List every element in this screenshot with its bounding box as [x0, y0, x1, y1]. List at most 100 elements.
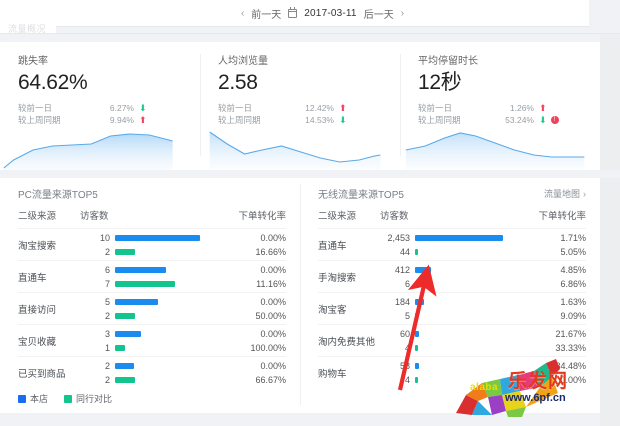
peer-rate: 50.00%: [255, 310, 286, 321]
row-bars: 2 2: [80, 359, 206, 387]
table-row[interactable]: 直通车 2,453 44 1.71% 5.05%: [318, 228, 586, 260]
arrow-down-icon: ⬇: [539, 114, 547, 125]
traffic-map-label: 流量地图: [543, 189, 580, 199]
bar-self: 5: [80, 295, 206, 309]
prev-day-chevron-icon[interactable]: ‹: [240, 7, 245, 19]
table-row[interactable]: 淘宝客 184 5 1.63% 9.09%: [318, 292, 586, 324]
metric-title: 跳失率: [18, 56, 48, 67]
self-rate: 4.85%: [560, 264, 586, 275]
compare-value: 9.94%: [109, 115, 134, 126]
bar-fill-self: [415, 298, 424, 305]
row-bars: 10 2: [80, 231, 206, 259]
compare-value: 14.53%: [305, 115, 334, 126]
bar-self: 2: [80, 359, 206, 373]
prev-day-button[interactable]: 前一天: [251, 9, 282, 21]
metric-title: 人均浏览量: [218, 56, 268, 67]
peer-rate: 0.00%: [560, 374, 586, 385]
row-rates: 0.00% 66.67%: [206, 359, 286, 387]
self-visits: 5: [104, 296, 110, 307]
peer-rate: 6.86%: [560, 278, 586, 289]
metric-card-avg-stay-duration[interactable]: 平均停留时长 12秒 较前一日 1.26% ⬆ 较上周同期 53.24% ⬇ !: [400, 42, 600, 170]
peer-visits: 6: [404, 278, 410, 289]
peer-visits: 44: [399, 246, 410, 257]
row-bars: 3 1: [80, 327, 206, 355]
bar-self: 2,453: [380, 231, 506, 245]
traffic-source-panels: PC流量来源TOP5 二级来源 访客数 下单转化率 淘宝搜索 10 2: [0, 178, 600, 413]
traffic-map-link[interactable]: 流量地图 ›: [544, 187, 586, 200]
legend-label: 同行对比: [76, 394, 113, 404]
cards-gap: [0, 170, 620, 178]
self-visits: 184: [394, 296, 410, 307]
bar-peer: 1: [80, 341, 206, 355]
bar-peer: 4: [380, 341, 506, 355]
self-rate: 0.00%: [260, 296, 286, 307]
row-bars: 2,453 44: [380, 231, 506, 259]
compare-row-week: 较上周同期 9.94% ⬆: [18, 114, 200, 126]
bar-fill-self: [415, 362, 419, 369]
metric-title: 平均停留时长: [418, 56, 478, 67]
self-visits: 60: [399, 328, 410, 339]
selected-date[interactable]: 2017-03-11: [304, 7, 357, 19]
self-rate: 0.00%: [260, 232, 286, 243]
row-source-name: 直通车: [318, 240, 347, 252]
bar-peer: 2: [80, 309, 206, 323]
column-header-rate: 下单转化率: [538, 211, 586, 222]
table-row[interactable]: 淘内免费其他 60 4 21.67% 33.33%: [318, 324, 586, 356]
panel-header: PC流量来源TOP5: [18, 186, 286, 201]
self-rate: 0.00%: [260, 328, 286, 339]
table-row[interactable]: 宝贝收藏 3 1 0.00% 100.00%: [18, 324, 286, 356]
peer-rate: 9.09%: [560, 310, 586, 321]
compare-row-prev-day: 较前一日 1.26% ⬆: [418, 102, 600, 114]
compare-row-week: 较上周同期 14.53% ⬇: [218, 114, 400, 126]
compare-label: 较前一日: [18, 103, 53, 114]
peer-rate: 5.05%: [560, 246, 586, 257]
column-header-name: 二级来源: [18, 211, 57, 222]
table-row[interactable]: 已买到商品 2 2 0.00% 66.67%: [18, 356, 286, 388]
column-headers: 二级来源 访客数 下单转化率: [318, 208, 586, 228]
row-source-name: 手淘搜索: [318, 272, 357, 284]
row-source-name: 淘内免费其他: [318, 336, 376, 348]
bar-fill-peer: [415, 248, 418, 255]
panel-pc-traffic-sources: PC流量来源TOP5 二级来源 访客数 下单转化率 淘宝搜索 10 2: [0, 178, 300, 413]
row-rates: 1.71% 5.05%: [506, 231, 586, 259]
metric-card-bounce-rate[interactable]: 跳失率 64.62% 较前一日 6.27% ⬇ 较上周同期 9.94% ⬆: [0, 42, 200, 170]
calendar-icon[interactable]: [288, 6, 298, 18]
table-row[interactable]: 直通车 6 7 0.00% 11.16%: [18, 260, 286, 292]
row-rates: 1.63% 9.09%: [506, 295, 586, 323]
peer-visits: 1: [104, 342, 110, 353]
compare-value: 12.42%: [305, 103, 334, 114]
self-visits: 412: [394, 264, 410, 275]
row-source-name: 已买到商品: [18, 368, 66, 380]
bar-fill-peer: [415, 280, 418, 287]
bar-fill-self: [115, 266, 166, 273]
bar-fill-peer: [415, 376, 418, 383]
next-day-button[interactable]: 后一天: [363, 9, 394, 21]
bar-self: 3: [80, 327, 206, 341]
panel-title: 无线流量来源TOP5: [318, 190, 404, 201]
bar-self: 10: [80, 231, 206, 245]
metric-card-pageviews-per-visitor[interactable]: 人均浏览量 2.58 较前一日 12.42% ⬆ 较上周同期 14.53% ⬇: [200, 42, 400, 170]
table-row[interactable]: 直接访问 5 2 0.00% 50.00%: [18, 292, 286, 324]
watermark-sub-text: alaba: [470, 382, 499, 393]
compare-row-week: 较上周同期 53.24% ⬇ !: [418, 114, 600, 126]
row-source-name: 购物车: [318, 368, 347, 380]
row-rates: 4.85% 6.86%: [506, 263, 586, 291]
self-visits: 6: [104, 264, 110, 275]
legend-swatch-icon: [64, 394, 73, 403]
table-row[interactable]: 淘宝搜索 10 2 0.00% 16.66%: [18, 228, 286, 260]
panel-header: 无线流量来源TOP5 流量地图 ›: [318, 186, 586, 202]
compare-value: 53.24%: [505, 115, 534, 126]
chart-legend: 本店 同行对比: [18, 392, 112, 405]
header-gap: [0, 34, 620, 42]
legend-item-self: 本店: [18, 392, 48, 405]
metric-cards: 跳失率 64.62% 较前一日 6.27% ⬇ 较上周同期 9.94% ⬆: [0, 42, 600, 170]
right-background-strip: [600, 34, 620, 426]
arrow-down-icon: ⬇: [339, 114, 347, 125]
peer-visits: 2: [104, 246, 110, 257]
header-divider: [0, 33, 620, 34]
table-row[interactable]: 手淘搜索 412 6 4.85% 6.86%: [318, 260, 586, 292]
warning-badge-icon[interactable]: !: [550, 116, 559, 125]
peer-rate: 33.33%: [555, 342, 586, 353]
next-day-chevron-icon[interactable]: ›: [400, 7, 405, 19]
sparkline-stay-duration: [400, 124, 594, 170]
